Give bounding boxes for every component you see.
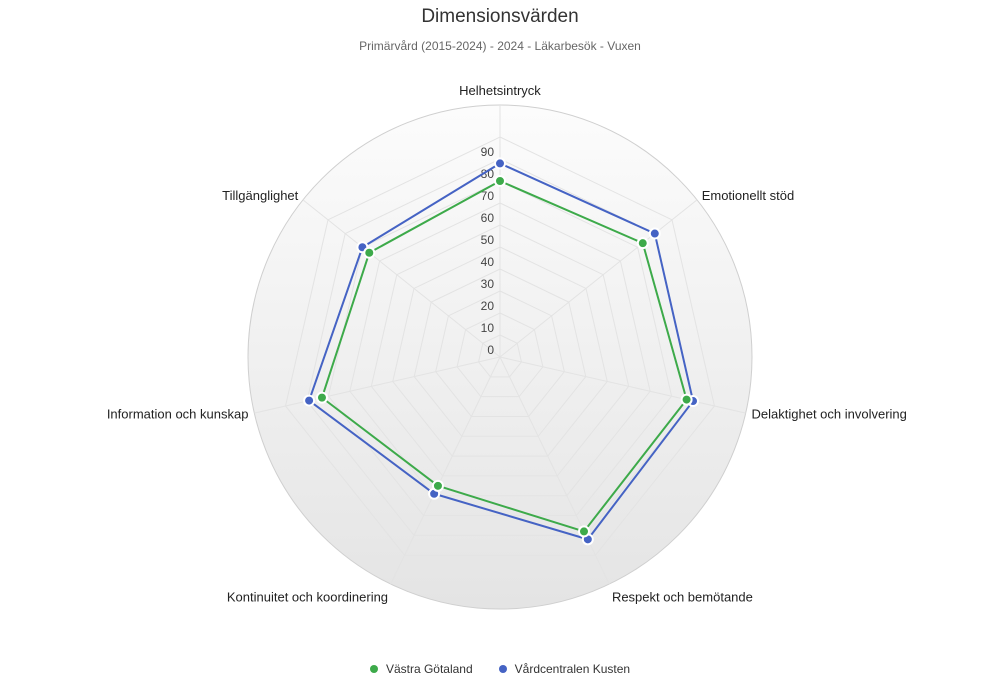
data-point-series-0-3[interactable] — [577, 525, 590, 538]
data-point-series-0-2[interactable] — [680, 393, 693, 406]
axis-label: Emotionellt stöd — [702, 188, 795, 203]
radar-grid — [254, 105, 746, 585]
grid-ring — [370, 224, 630, 477]
series-line-1 — [308, 162, 695, 541]
axis-label: Tillgänglighet — [222, 188, 299, 203]
grid-ring — [349, 202, 651, 497]
grid-spoke — [390, 356, 501, 585]
axis-label: Delaktighet och involvering — [752, 406, 907, 421]
legend-marker-series-1 — [498, 665, 507, 673]
axis-label: Helhetsintryck — [459, 83, 541, 98]
data-point-series-1-5[interactable] — [303, 394, 316, 407]
legend-item-series-0[interactable]: Västra Götaland — [369, 662, 473, 676]
radar-tick-labels: 0 10 20 30 40 50 60 70 80 90 — [481, 145, 495, 357]
grid-ring — [413, 268, 587, 437]
legend-item-series-1[interactable]: Vårdcentralen Kusten — [498, 662, 631, 676]
radial-tick-label: 30 — [481, 277, 495, 291]
data-point-series-0-4[interactable] — [431, 479, 444, 492]
radial-tick-label: 90 — [481, 145, 495, 159]
legend-label-series-0: Västra Götaland — [385, 662, 473, 676]
data-point-series-1-1[interactable] — [648, 227, 661, 240]
data-point-series-0-0[interactable] — [494, 175, 506, 187]
radial-tick-label: 70 — [481, 189, 495, 203]
radar-series — [303, 157, 700, 546]
grid-ring — [284, 136, 716, 556]
chart-subtitle: Primärvård (2015-2024) - 2024 - Läkarbes… — [359, 39, 641, 53]
grid-spoke — [254, 356, 501, 414]
grid-ring — [456, 312, 544, 398]
grid-spoke — [499, 199, 698, 358]
series-line-0 — [320, 180, 688, 533]
chart-title: Dimensionsvärden — [421, 6, 579, 27]
radial-tick-label: 40 — [481, 255, 495, 269]
grid-spoke — [302, 199, 501, 358]
radial-tick-label: 0 — [487, 343, 494, 357]
grid-ring — [478, 334, 522, 378]
legend: Västra Götaland Vårdcentralen Kusten — [0, 662, 1000, 676]
legend-marker-series-0 — [369, 665, 378, 673]
axis-label: Respekt och bemötande — [612, 589, 753, 604]
data-point-series-1-0[interactable] — [494, 157, 506, 170]
grid-ring — [327, 180, 673, 517]
grid-spoke — [499, 356, 610, 585]
grid-spoke — [499, 356, 746, 414]
data-point-series-0-6[interactable] — [363, 246, 376, 259]
radial-tick-label: 20 — [481, 299, 495, 313]
grid-ring — [435, 290, 565, 417]
radial-tick-label: 60 — [481, 211, 495, 225]
radial-tick-label: 10 — [481, 321, 495, 335]
legend-label-series-1: Vårdcentralen Kusten — [514, 662, 631, 676]
radial-tick-label: 80 — [481, 167, 495, 181]
data-point-series-0-5[interactable] — [315, 391, 328, 404]
grid-ring — [392, 246, 608, 457]
data-point-series-0-1[interactable] — [636, 237, 649, 250]
radial-tick-label: 50 — [481, 233, 495, 247]
radar-axis-labels: Helhetsintryck Emotionellt stöd Delaktighe… — [107, 83, 907, 604]
axis-label: Information och kunskap — [107, 406, 249, 421]
axis-label: Kontinuitet och koordinering — [227, 589, 388, 604]
